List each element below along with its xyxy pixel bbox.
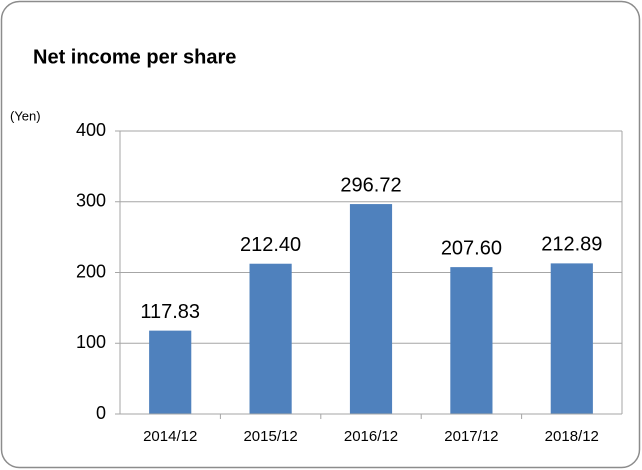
y-axis-label: (Yen) [10, 108, 41, 123]
y-tick-label: 400 [76, 120, 106, 140]
x-tick-label: 2017/12 [444, 428, 498, 445]
data-label: 296.72 [340, 174, 401, 196]
y-tick-label: 0 [96, 403, 106, 423]
data-label: 117.83 [140, 301, 200, 323]
bar [249, 263, 292, 414]
x-tick-label: 2015/12 [243, 428, 297, 445]
data-label: 207.60 [441, 237, 502, 259]
y-tick-label: 300 [76, 191, 106, 211]
x-tick-label: 2014/12 [143, 428, 197, 445]
y-tick-label: 200 [76, 261, 106, 281]
y-tick-label: 100 [76, 332, 106, 352]
bar [349, 204, 393, 414]
bar [450, 267, 493, 414]
data-label: 212.40 [240, 234, 301, 256]
x-tick-label: 2016/12 [344, 428, 398, 445]
data-label: 212.89 [541, 234, 602, 256]
chart-title: Net income per share [33, 46, 236, 68]
bar [550, 263, 593, 414]
bar [149, 330, 192, 414]
x-tick-label: 2018/12 [545, 428, 599, 445]
